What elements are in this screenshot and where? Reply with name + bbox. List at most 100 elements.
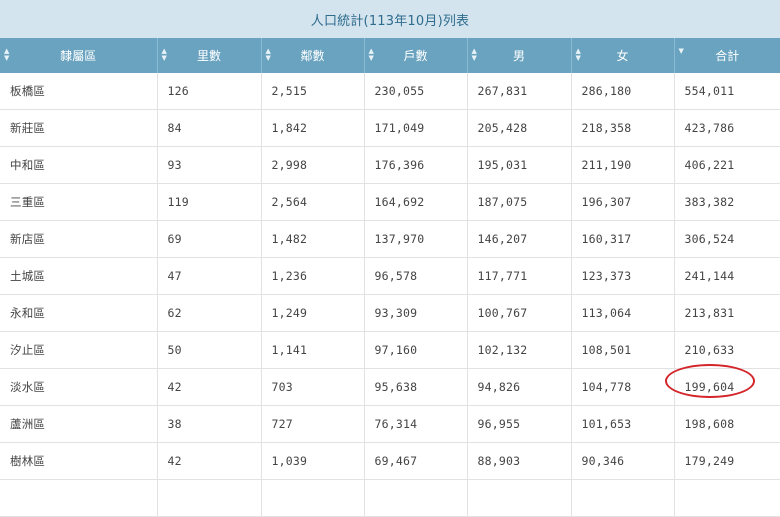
cell-neighborhoods: 1,141 [261, 331, 365, 369]
column-header-label: 合計 [715, 49, 740, 63]
header-row: ▲ ▼ 隸屬區 ▲ ▼ 里數 ▲ ▼ 鄰數 ▲ ▼ 戶數 ▲ ▼ 男 ▲ ▼ 女 ▼ 合計 [0, 38, 780, 73]
cell-female: 123,373 [571, 257, 675, 295]
cell-district: 淡水區 [0, 368, 158, 406]
cell-neighborhoods: 727 [261, 405, 365, 443]
cell-households: 164,692 [364, 183, 468, 221]
cell-total: 210,633 [674, 331, 780, 369]
cell-female: 101,653 [571, 405, 675, 443]
cell-female: 211,190 [571, 146, 675, 184]
cell-villages: 93 [157, 146, 262, 184]
table-row: 三重區 119 2,564 164,692 187,075 196,307 383,382 [0, 183, 780, 221]
cell-female: 108,501 [571, 331, 675, 369]
cell-female: 160,317 [571, 220, 675, 258]
column-header-label: 男 [512, 49, 525, 63]
cell-male: 88,903 [467, 442, 572, 480]
cell-female: 196,307 [571, 183, 675, 221]
cell-district: 新店區 [0, 220, 158, 258]
sort-icon: ▲ ▼ [265, 47, 271, 62]
cell-male: 94,826 [467, 368, 572, 406]
highlight-circle [665, 364, 755, 398]
cell-district: 蘆洲區 [0, 405, 158, 443]
cell-households: 93,309 [364, 294, 468, 332]
cell-villages: 42 [157, 442, 262, 480]
cell-total: 423,786 [674, 109, 780, 147]
sort-icon: ▲ ▼ [4, 47, 10, 62]
sort-icon: ▲ ▼ [368, 47, 374, 62]
table-row: 板橋區 126 2,515 230,055 267,831 286,180 554,011 [0, 73, 780, 110]
cell-total: 179,249 [674, 442, 780, 480]
table-row: 新店區 69 1,482 137,970 146,207 160,317 306,524 [0, 220, 780, 258]
cell-households: 96,578 [364, 257, 468, 295]
cell-female: 286,180 [571, 73, 675, 110]
table-row: 土城區 47 1,236 96,578 117,771 123,373 241,144 [0, 257, 780, 295]
cell-households: 137,970 [364, 220, 468, 258]
cell-male: 187,075 [467, 183, 572, 221]
cell-district: 永和區 [0, 294, 158, 332]
cell-neighborhoods: 2,564 [261, 183, 365, 221]
cell-total: 241,144 [674, 257, 780, 295]
column-header-label: 戶數 [403, 49, 428, 63]
table-row: 淡水區 42 703 95,638 94,826 104,778 199,604 [0, 368, 780, 406]
cell-female: 90,346 [571, 442, 675, 480]
cell-households: 171,049 [364, 109, 468, 147]
cell-female: 113,064 [571, 294, 675, 332]
cell-male: 102,132 [467, 331, 572, 369]
cell-male: 117,771 [467, 257, 572, 295]
column-header-district[interactable]: ▲ ▼ 隸屬區 [0, 38, 158, 73]
cell-male [467, 479, 572, 517]
sort-icon: ▼ [678, 47, 684, 55]
cell-neighborhoods: 1,236 [261, 257, 365, 295]
cell-district: 新莊區 [0, 109, 158, 147]
column-header-villages[interactable]: ▲ ▼ 里數 [157, 38, 262, 73]
column-header-total[interactable]: ▼ 合計 [674, 38, 780, 73]
column-header-male[interactable]: ▲ ▼ 男 [467, 38, 572, 73]
cell-neighborhoods [261, 479, 365, 517]
cell-district: 板橋區 [0, 73, 158, 110]
cell-villages: 42 [157, 368, 262, 406]
cell-total: 383,382 [674, 183, 780, 221]
cell-households [364, 479, 468, 517]
table-row [0, 479, 780, 517]
cell-total: 198,608 [674, 405, 780, 443]
column-header-label: 里數 [196, 49, 221, 63]
sort-icon: ▲ ▼ [575, 47, 581, 62]
cell-households: 176,396 [364, 146, 468, 184]
cell-households: 69,467 [364, 442, 468, 480]
column-header-households[interactable]: ▲ ▼ 戶數 [364, 38, 468, 73]
cell-total: 406,221 [674, 146, 780, 184]
cell-total: 554,011 [674, 73, 780, 110]
cell-neighborhoods: 2,998 [261, 146, 365, 184]
cell-female: 104,778 [571, 368, 675, 406]
table-row: 永和區 62 1,249 93,309 100,767 113,064 213,831 [0, 294, 780, 332]
cell-male: 195,031 [467, 146, 572, 184]
cell-villages: 126 [157, 73, 262, 110]
cell-district [0, 479, 158, 517]
cell-villages: 119 [157, 183, 262, 221]
table-row: 樹林區 42 1,039 69,467 88,903 90,346 179,249 [0, 442, 780, 480]
column-header-female[interactable]: ▲ ▼ 女 [571, 38, 675, 73]
column-header-label: 鄰數 [300, 49, 325, 63]
cell-male: 146,207 [467, 220, 572, 258]
cell-female [571, 479, 675, 517]
cell-households: 95,638 [364, 368, 468, 406]
cell-villages: 38 [157, 405, 262, 443]
cell-district: 三重區 [0, 183, 158, 221]
column-header-label: 女 [616, 49, 629, 63]
cell-neighborhoods: 1,249 [261, 294, 365, 332]
cell-total: 213,831 [674, 294, 780, 332]
cell-total: 306,524 [674, 220, 780, 258]
cell-male: 96,955 [467, 405, 572, 443]
cell-villages: 84 [157, 109, 262, 147]
table-row: 新莊區 84 1,842 171,049 205,428 218,358 423,786 [0, 109, 780, 147]
cell-neighborhoods: 2,515 [261, 73, 365, 110]
column-header-neighborhoods[interactable]: ▲ ▼ 鄰數 [261, 38, 365, 73]
cell-neighborhoods: 1,039 [261, 442, 365, 480]
table-row: 中和區 93 2,998 176,396 195,031 211,190 406,221 [0, 146, 780, 184]
cell-district: 樹林區 [0, 442, 158, 480]
cell-male: 267,831 [467, 73, 572, 110]
cell-villages: 62 [157, 294, 262, 332]
table-row: 蘆洲區 38 727 76,314 96,955 101,653 198,608 [0, 405, 780, 443]
cell-district: 土城區 [0, 257, 158, 295]
cell-female: 218,358 [571, 109, 675, 147]
table-row: 汐止區 50 1,141 97,160 102,132 108,501 210,633 [0, 331, 780, 369]
